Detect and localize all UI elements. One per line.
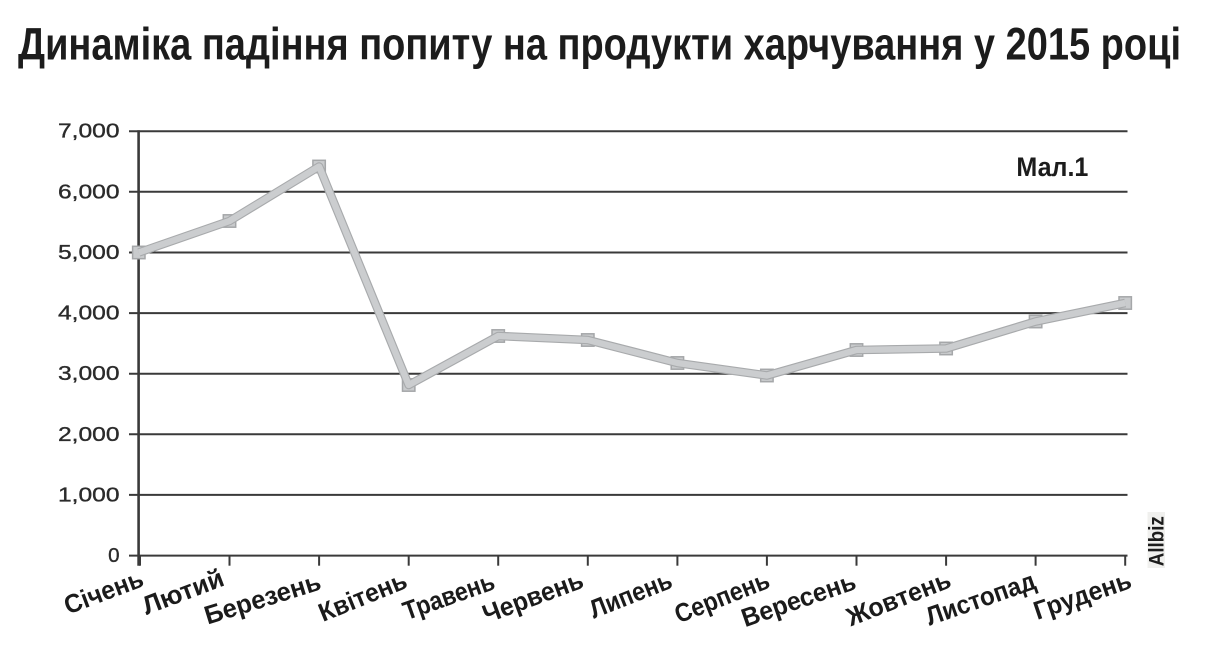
svg-text:Мал.1: Мал.1 <box>1016 152 1088 182</box>
svg-text:Грудень: Грудень <box>1030 566 1135 626</box>
svg-text:1,000: 1,000 <box>58 483 120 506</box>
svg-text:5,000: 5,000 <box>58 241 120 264</box>
svg-text:7,000: 7,000 <box>58 120 120 143</box>
svg-text:0: 0 <box>108 544 119 567</box>
svg-text:4,000: 4,000 <box>58 302 120 325</box>
svg-text:Квітень: Квітень <box>314 566 411 628</box>
svg-text:3,000: 3,000 <box>58 362 120 385</box>
svg-text:2,000: 2,000 <box>58 423 120 446</box>
svg-text:6,000: 6,000 <box>58 180 120 203</box>
svg-text:Січень: Січень <box>60 564 147 620</box>
svg-text:Динаміка падіння попиту на про: Динаміка падіння попиту на продукти харч… <box>18 19 1181 70</box>
svg-text:Allbiz: Allbiz <box>1145 516 1169 566</box>
svg-text:Липень: Липень <box>586 566 677 624</box>
svg-text:Червень: Червень <box>479 566 588 629</box>
